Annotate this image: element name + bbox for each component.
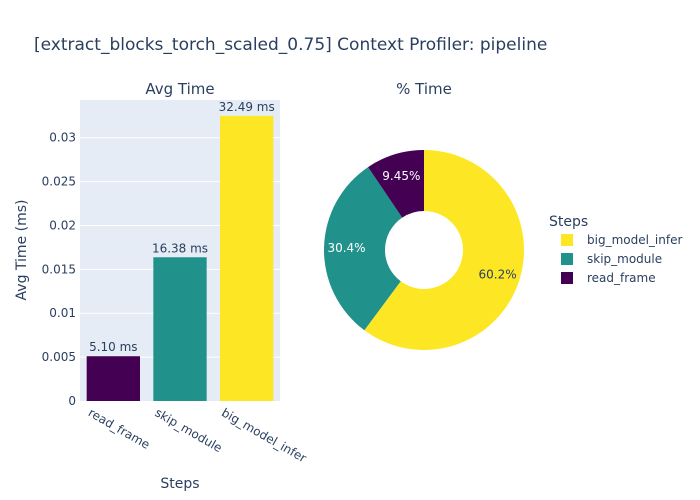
bar-value-label: 5.10 ms — [89, 340, 137, 354]
donut-slice-read-frame — [368, 150, 424, 218]
bar-x-tick-label: big_model_infer — [219, 405, 309, 465]
bar-y-tick-label: 0.025 — [42, 175, 76, 189]
legend-label: skip_module — [587, 252, 662, 266]
donut-percent-label: 9.45% — [382, 169, 420, 183]
bar-y-tick-label: 0.02 — [49, 218, 76, 232]
bar-big-model-infer — [220, 115, 274, 402]
bar-value-label: 32.49 ms — [219, 100, 275, 114]
donut-chart: % Time 60.2% 30.4% 9.45% — [323, 80, 525, 351]
bar-x-tick-label: read_frame — [86, 405, 152, 451]
bar-x-tick-label: skip_module — [153, 405, 225, 455]
donut-labels: 60.2% 30.4% 9.45% — [327, 169, 516, 281]
legend-item-read-frame[interactable]: read_frame — [561, 271, 656, 285]
bar-value-label: 16.38 ms — [152, 241, 208, 255]
bar-marks: 5.10 ms 16.38 ms 32.49 ms — [86, 100, 275, 402]
legend-item-skip-module[interactable]: skip_module — [561, 252, 662, 266]
chart-title: [extract_blocks_torch_scaled_0.75] Conte… — [34, 35, 547, 55]
bar-y-axis-label: Avg Time (ms) — [14, 200, 30, 301]
donut-percent-label: 30.4% — [327, 241, 365, 255]
donut-chart-title: % Time — [396, 80, 452, 98]
legend-label: read_frame — [587, 271, 656, 285]
bar-y-tick-label: 0.005 — [42, 350, 76, 364]
legend-item-big-model-infer[interactable]: big_model_infer — [561, 233, 682, 247]
bar-chart-title: Avg Time — [145, 80, 214, 98]
legend-swatch — [561, 272, 573, 284]
legend-label: big_model_infer — [587, 233, 682, 247]
donut-slices — [323, 150, 525, 351]
bar-read-frame — [86, 356, 140, 401]
bar-y-tick-label: 0 — [68, 394, 76, 408]
bar-y-ticks: 0 0.005 0.01 0.015 0.02 0.025 0.03 — [42, 131, 76, 408]
legend-title: Steps — [549, 214, 588, 230]
legend-swatch — [561, 253, 573, 265]
donut-slice-skip-module — [323, 167, 403, 331]
bar-y-tick-label: 0.015 — [42, 262, 76, 276]
legend-items: big_model_infer skip_module read_frame — [561, 233, 682, 285]
bar-chart: 0 0.005 0.01 0.015 0.02 0.025 0.03 5.10 ms 16.3… — [14, 80, 309, 492]
bar-x-axis-label: Steps — [160, 476, 199, 492]
donut-percent-label: 60.2% — [479, 267, 517, 281]
bar-skip-module — [153, 257, 207, 401]
legend: Steps big_model_infer skip_module read_fra… — [549, 214, 682, 285]
bar-y-tick-label: 0.01 — [49, 306, 76, 320]
legend-swatch — [561, 234, 573, 246]
donut-slice-big-model-infer — [364, 150, 525, 351]
bar-y-tick-label: 0.03 — [49, 131, 76, 145]
